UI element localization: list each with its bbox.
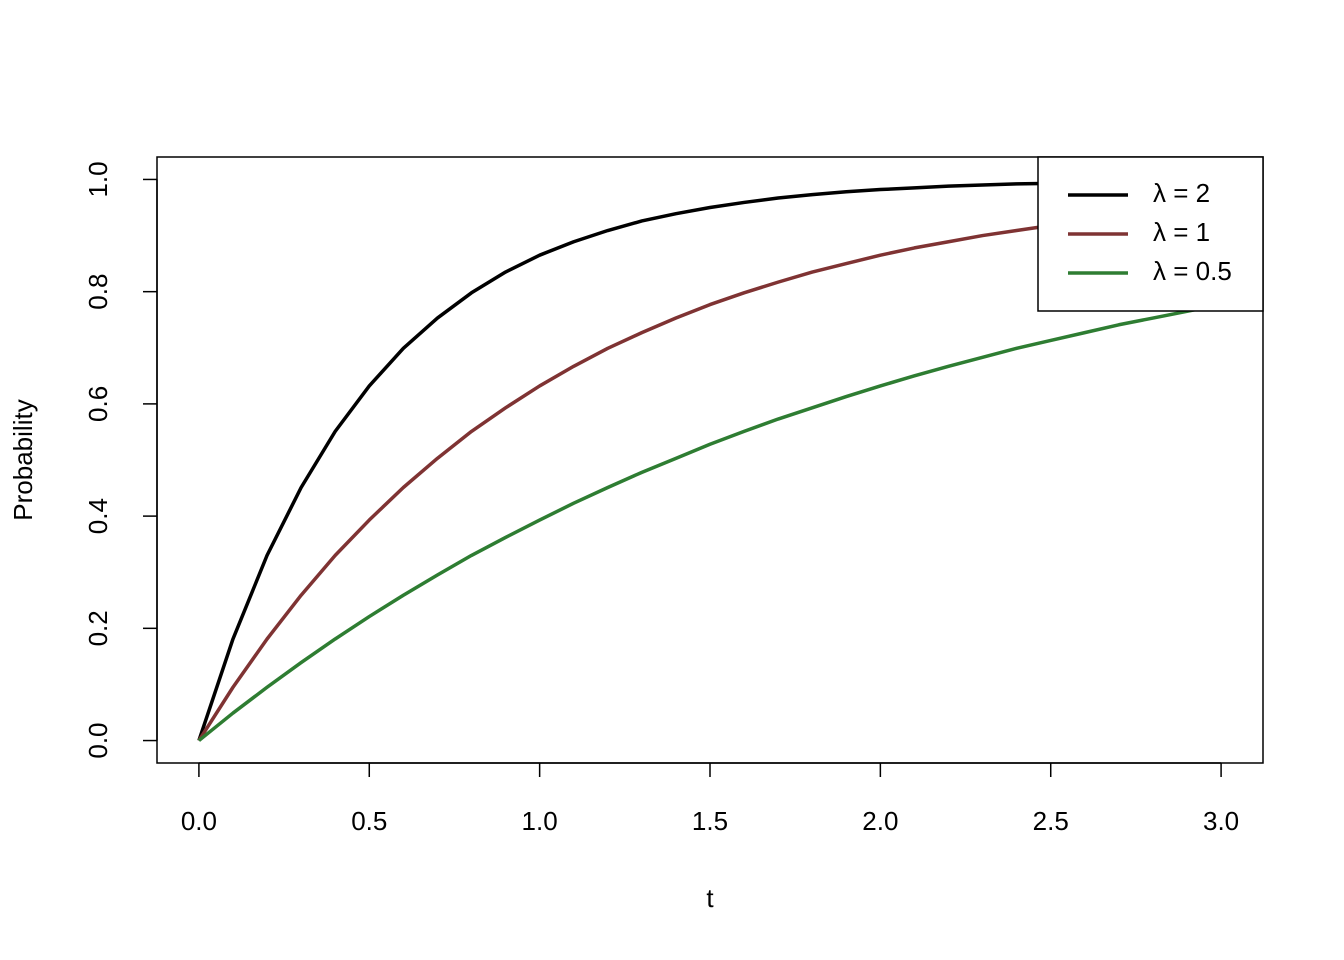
x-tick-label: 1.0 <box>522 806 558 836</box>
legend-label: λ = 0.5 <box>1153 256 1232 286</box>
x-tick-label: 3.0 <box>1203 806 1239 836</box>
y-tick-label: 0.4 <box>83 498 113 534</box>
y-axis-label: Probability <box>8 399 38 520</box>
x-tick-label: 0.0 <box>181 806 217 836</box>
x-tick-label: 1.5 <box>692 806 728 836</box>
y-tick-label: 0.2 <box>83 610 113 646</box>
legend-label: λ = 1 <box>1153 217 1210 247</box>
x-tick-label: 0.5 <box>351 806 387 836</box>
series-line <box>197 302 1222 742</box>
x-tick-label: 2.0 <box>862 806 898 836</box>
y-tick-label: 0.0 <box>83 722 113 758</box>
y-tick-label: 1.0 <box>83 161 113 197</box>
y-tick-label: 0.6 <box>83 386 113 422</box>
x-tick-label: 2.5 <box>1033 806 1069 836</box>
y-tick-label: 0.8 <box>83 274 113 310</box>
legend-label: λ = 2 <box>1153 178 1210 208</box>
x-axis-label: t <box>706 883 714 913</box>
